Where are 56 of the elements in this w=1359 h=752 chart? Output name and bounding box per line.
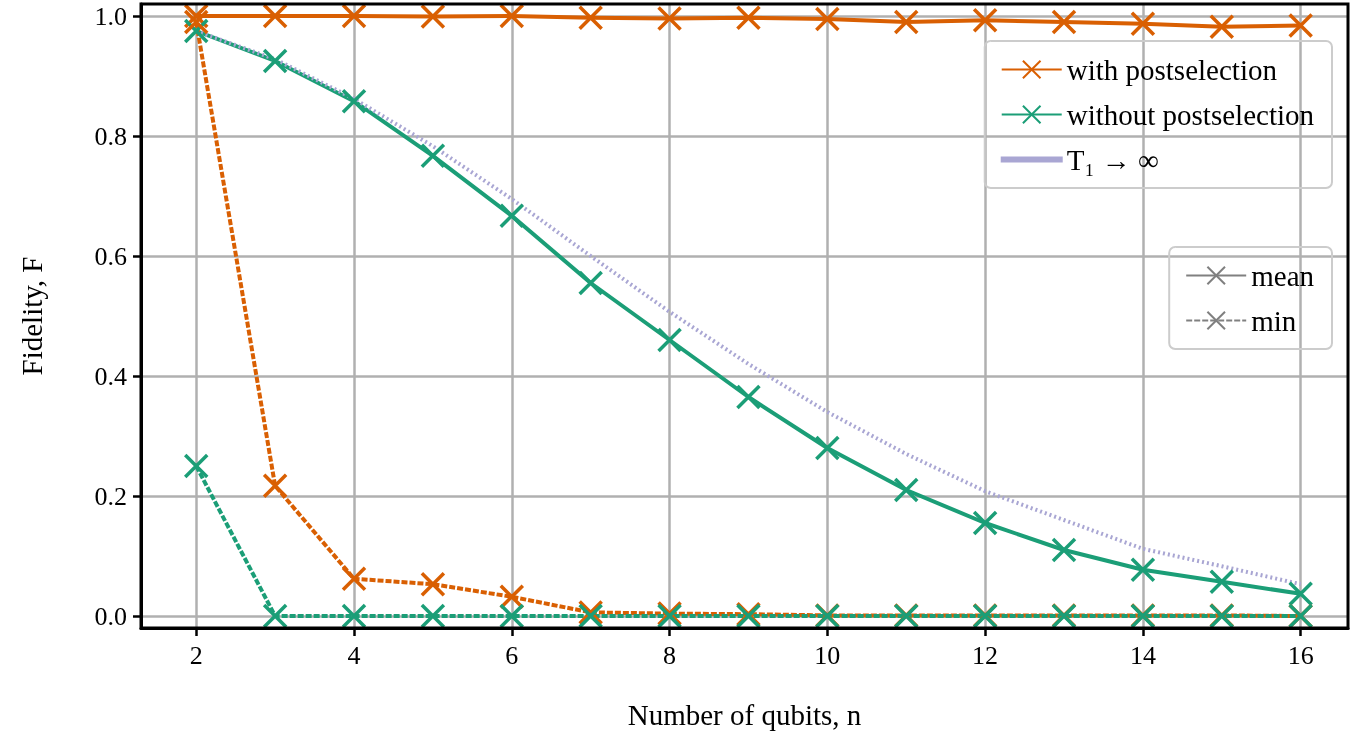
point bbox=[183, 453, 209, 479]
point bbox=[499, 603, 525, 629]
point bbox=[893, 477, 919, 503]
legend-label: T₁ → ∞ bbox=[1066, 143, 1159, 176]
x-tick-label: 12 bbox=[972, 640, 999, 670]
point bbox=[1051, 537, 1077, 563]
point bbox=[1130, 557, 1156, 583]
point bbox=[972, 7, 998, 33]
legend-label: without postselection bbox=[1066, 98, 1315, 131]
point bbox=[577, 5, 604, 31]
legend-label: mean bbox=[1251, 259, 1315, 292]
point bbox=[262, 603, 288, 629]
y-axis-title: Fidelity, F bbox=[15, 256, 48, 376]
point bbox=[262, 3, 288, 29]
point bbox=[341, 603, 367, 629]
point bbox=[1287, 12, 1314, 39]
y-tick-label: 0.6 bbox=[94, 241, 127, 271]
x-tick-label: 4 bbox=[347, 640, 361, 670]
x-axis-title: Number of qubits, n bbox=[627, 698, 862, 731]
point bbox=[735, 5, 762, 31]
point bbox=[656, 5, 683, 32]
point bbox=[1287, 581, 1314, 607]
point bbox=[656, 327, 683, 353]
legend-label: with postselection bbox=[1066, 53, 1278, 86]
point bbox=[341, 3, 367, 29]
point bbox=[499, 203, 525, 229]
y-tick-label: 0.0 bbox=[94, 601, 127, 631]
y-tick-label: 1.0 bbox=[94, 1, 127, 31]
point bbox=[262, 473, 288, 499]
point bbox=[735, 384, 762, 410]
x-tick-label: 16 bbox=[1287, 640, 1314, 670]
point bbox=[577, 270, 604, 296]
point bbox=[814, 435, 841, 461]
point bbox=[814, 6, 841, 32]
point bbox=[420, 143, 446, 169]
point bbox=[1209, 569, 1235, 595]
legend-label: min bbox=[1251, 304, 1297, 337]
point bbox=[420, 571, 446, 597]
point bbox=[183, 9, 209, 35]
x-tick-label: 10 bbox=[814, 640, 841, 670]
point bbox=[341, 566, 367, 592]
y-tick-label: 0.2 bbox=[94, 481, 127, 511]
point bbox=[499, 3, 525, 29]
point bbox=[1051, 9, 1077, 35]
point bbox=[1130, 11, 1156, 37]
x-tick-label: 14 bbox=[1129, 640, 1156, 670]
x-tick-label: 6 bbox=[505, 640, 519, 670]
y-tick-label: 0.8 bbox=[94, 121, 127, 151]
point bbox=[972, 510, 998, 536]
x-tick-label: 8 bbox=[663, 640, 677, 670]
y-tick-label: 0.4 bbox=[94, 361, 127, 391]
point bbox=[420, 603, 446, 629]
x-tick-label: 2 bbox=[189, 640, 203, 670]
point bbox=[893, 9, 919, 35]
point bbox=[420, 3, 446, 30]
point bbox=[1209, 14, 1235, 40]
